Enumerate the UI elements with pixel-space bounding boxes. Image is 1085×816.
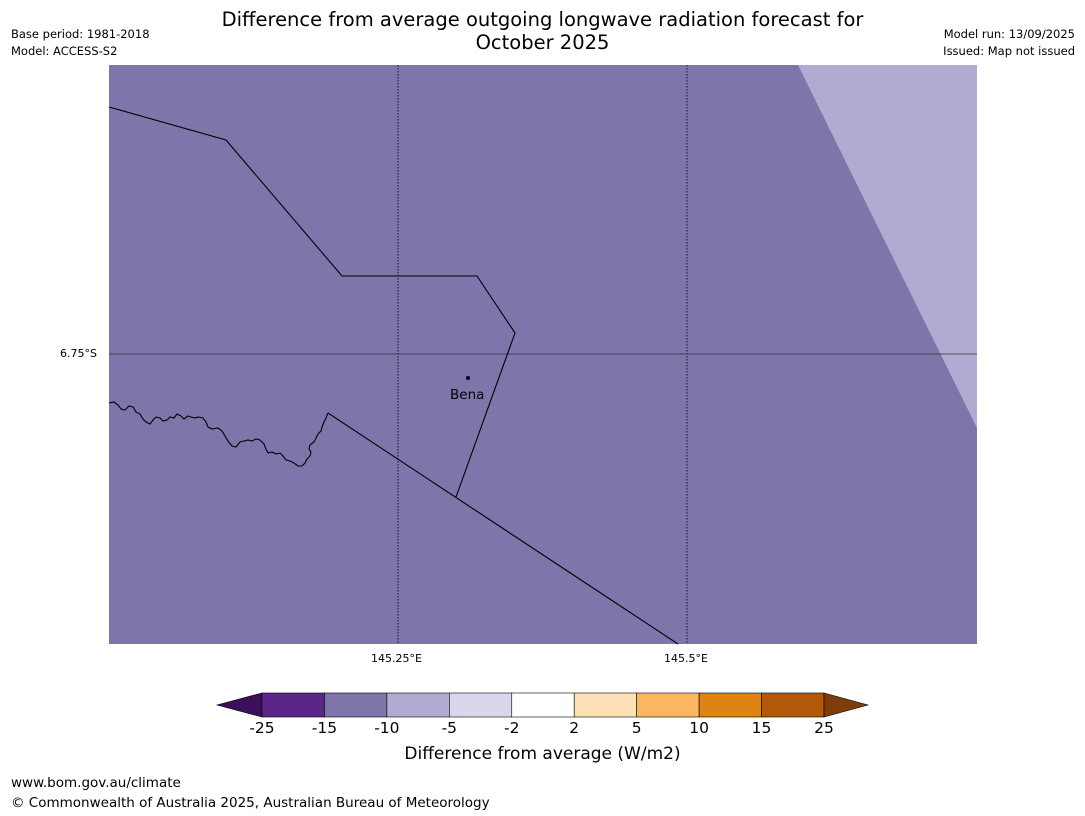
colorbar-tick-label: 15	[751, 719, 772, 737]
river-line	[108, 401, 329, 467]
colorbar-segment	[261, 692, 325, 718]
title-line-1: Difference from average outgoing longwav…	[221, 8, 864, 31]
place-marker-bena	[466, 376, 470, 380]
map-background	[109, 65, 977, 644]
province-border-south	[327, 412, 679, 645]
colorbar-tick-label: -10	[374, 719, 400, 737]
colorbar-segment	[761, 692, 825, 718]
model-run: Model run: 13/09/2025	[943, 27, 1075, 41]
colorbar-tick-label: 10	[689, 719, 709, 737]
colorbar-tick-label: 5	[631, 719, 642, 737]
lon-label-145-5e: 145.5°E	[664, 652, 708, 665]
colorbar-tick-label: 25	[814, 719, 834, 737]
colorbar-segment	[324, 692, 388, 718]
footer-copyright: © Commonwealth of Australia 2025, Austra…	[11, 795, 490, 811]
colorbar-segment	[511, 692, 575, 718]
model-name: Model: ACCESS-S2	[11, 44, 118, 58]
colorbar-tick-label: -25	[249, 719, 275, 737]
metadata-left: Base period: 1981-2018 Model: ACCESS-S2	[11, 26, 150, 60]
issued-status: Issued: Map not issued	[943, 44, 1075, 58]
colorbar-extend-high	[823, 692, 870, 718]
colorbar-tick-label: -2	[504, 719, 520, 737]
colorbar-tick-label: 2	[569, 719, 580, 737]
colorbar-segment	[636, 692, 700, 718]
colorbar-segment	[573, 692, 637, 718]
colorbar-tick-label: -15	[311, 719, 338, 737]
title-line-2: October 2025	[475, 31, 610, 54]
colorbar-label: Difference from average (W/m2)	[404, 744, 681, 764]
map-title: Difference from average outgoing longwav…	[0, 8, 1085, 54]
base-period: Base period: 1981-2018	[11, 27, 150, 41]
lighter-anomaly-region	[798, 65, 977, 428]
colorbar-segment	[449, 692, 513, 718]
metadata-right: Model run: 13/09/2025 Issued: Map not is…	[943, 26, 1075, 60]
colorbar-extend-low	[215, 692, 263, 718]
lat-label-6-75s: 6.75°S	[60, 347, 97, 360]
colorbar-tick-label: -5	[441, 719, 458, 737]
place-label-bena: Bena	[450, 387, 485, 403]
province-border-north	[108, 106, 516, 498]
colorbar-segment	[698, 692, 762, 718]
footer-url[interactable]: www.bom.gov.au/climate	[11, 775, 181, 791]
colorbar-segment	[386, 692, 450, 718]
lon-label-145-25e: 145.25°E	[371, 652, 422, 665]
